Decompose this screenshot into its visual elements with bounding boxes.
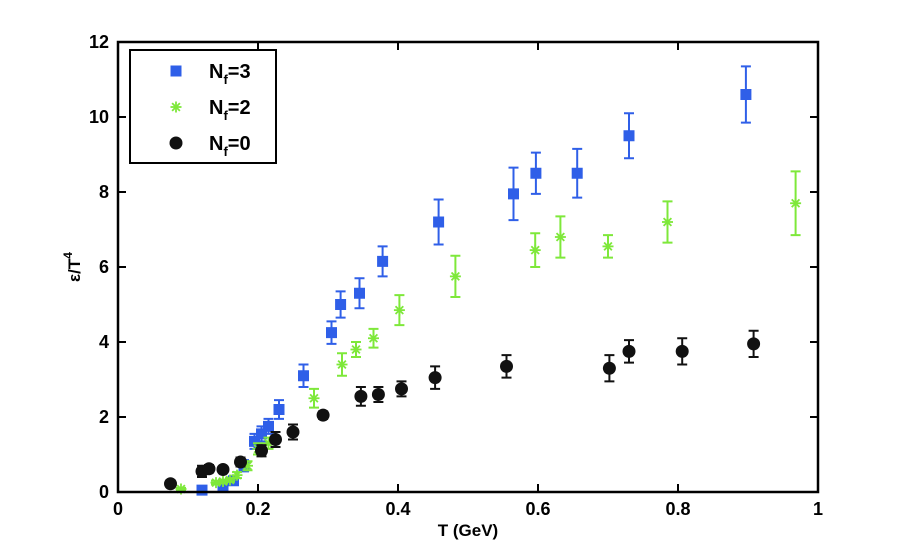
data-point — [622, 344, 636, 358]
y-axis-title: ε/T4 — [61, 252, 84, 282]
series-nf-0 — [164, 329, 761, 491]
data-point — [256, 428, 267, 440]
data-point — [529, 244, 541, 256]
data-point — [216, 463, 230, 476]
legend-marker — [169, 136, 183, 150]
data-point — [662, 216, 673, 228]
data-point — [428, 371, 442, 385]
data-point — [234, 455, 247, 469]
y-tick-label: 12 — [89, 32, 109, 52]
legend-item: Nf=3 — [170, 61, 251, 87]
y-tick-label: 4 — [99, 332, 109, 352]
data-point — [316, 408, 330, 422]
y-tick-label: 6 — [99, 257, 109, 277]
data-point — [286, 425, 300, 439]
y-tick-label: 2 — [99, 407, 109, 427]
data-point — [371, 388, 385, 401]
x-tick-label: 0.4 — [385, 499, 410, 519]
data-point — [263, 420, 274, 432]
series-nf-2 — [175, 170, 802, 495]
x-tick-label: 0.6 — [525, 499, 550, 519]
data-point — [623, 130, 635, 142]
data-point — [255, 444, 268, 458]
data-point — [354, 287, 365, 299]
data-point — [335, 299, 347, 310]
legend-item: Nf=0 — [169, 133, 251, 159]
legend-box — [129, 49, 277, 164]
data-point — [202, 462, 216, 476]
legend-marker — [170, 101, 182, 113]
legend-label: Nf=2 — [209, 97, 251, 123]
data-point — [224, 474, 236, 486]
data-point — [231, 469, 243, 481]
data-point — [433, 216, 445, 228]
data-point — [249, 435, 260, 447]
x-tick-label: 1 — [813, 499, 823, 519]
y-axis-title-sup: 4 — [61, 252, 75, 259]
legend-label: Nf=0 — [209, 133, 251, 159]
legend-item: Nf=2 — [170, 97, 251, 123]
y-tick-label: 10 — [89, 107, 109, 127]
data-point — [393, 304, 405, 316]
data-point — [308, 392, 320, 404]
x-tick-label: 0 — [113, 499, 123, 519]
data-point — [675, 344, 689, 358]
y-tick-label: 0 — [99, 482, 109, 502]
data-point — [602, 240, 614, 252]
data-point — [508, 188, 519, 200]
data-point — [602, 361, 616, 375]
x-tick-label: 0.2 — [245, 499, 270, 519]
data-point — [164, 477, 177, 491]
data-point — [530, 167, 542, 179]
data-point — [449, 270, 461, 282]
data-point — [747, 337, 761, 351]
data-point — [571, 167, 583, 179]
data-point — [196, 484, 208, 496]
data-point — [790, 197, 802, 209]
data-point — [500, 359, 513, 373]
data-point — [273, 404, 285, 415]
data-point — [377, 255, 389, 267]
y-tick-label: 8 — [99, 182, 109, 202]
legend-marker — [170, 65, 182, 77]
data-point — [354, 389, 368, 403]
x-tick-label: 0.8 — [665, 499, 690, 519]
y-axis-title-main: ε/T — [65, 258, 84, 282]
data-point — [350, 344, 362, 355]
legend: Nf=3 Nf=2 Nf=0 — [129, 49, 277, 164]
data-point — [326, 327, 337, 339]
data-point — [395, 382, 408, 396]
x-axis-title: T (GeV) — [438, 521, 498, 540]
data-point — [740, 89, 752, 100]
data-point — [336, 359, 348, 370]
data-point — [269, 433, 282, 446]
data-point — [554, 231, 566, 243]
data-point — [298, 370, 309, 382]
data-point — [368, 332, 379, 344]
legend-label: Nf=3 — [209, 61, 251, 87]
series-nf-3 — [196, 65, 752, 496]
